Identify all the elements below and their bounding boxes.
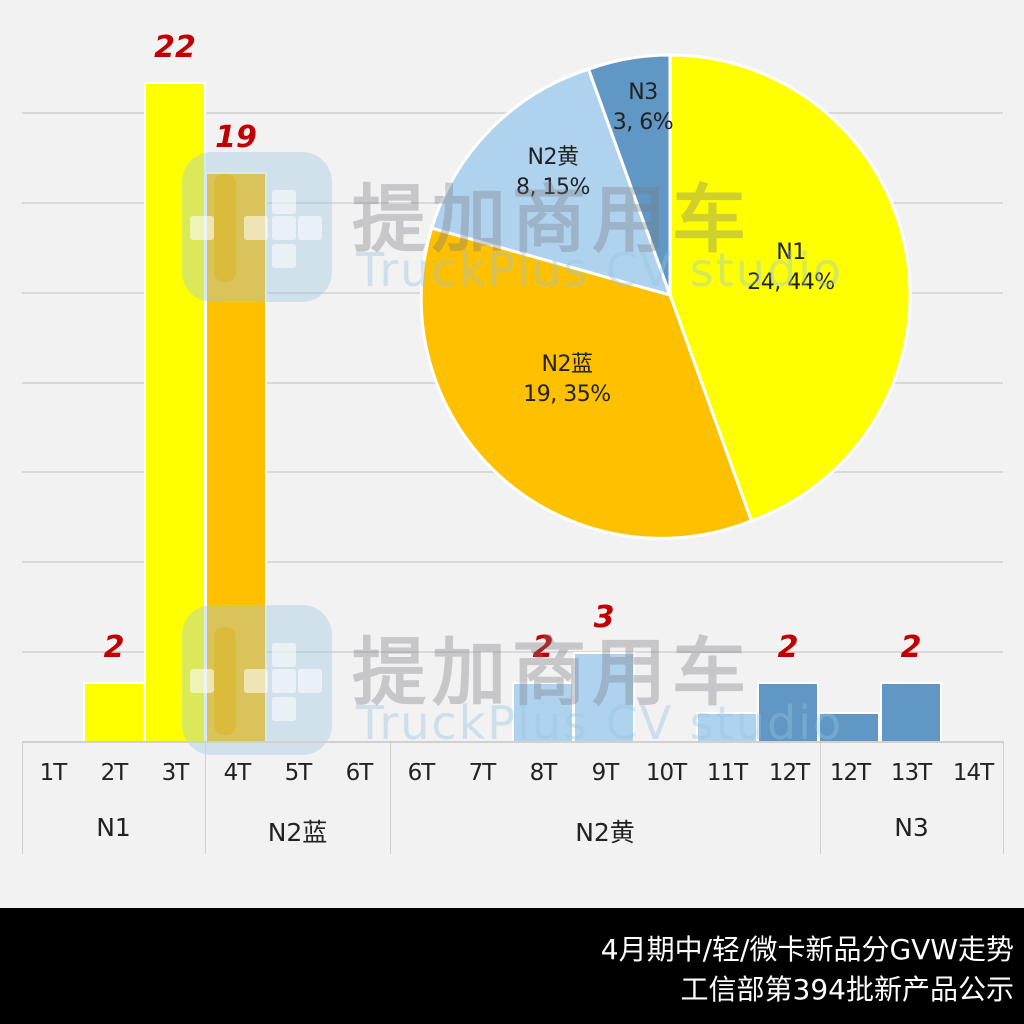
axis-divider bbox=[390, 741, 391, 854]
footer-caption-bar: 4月期中/轻/微卡新品分GVW走势 工信部第394批新产品公示 bbox=[0, 908, 1024, 1024]
pie-label-value: 24, 44% bbox=[747, 270, 835, 295]
x-tick-label: 2T bbox=[100, 760, 129, 786]
x-axis bbox=[22, 741, 1003, 743]
bar-n1-2t bbox=[83, 682, 145, 742]
chart-area: 2 22 19 2 3 2 2 N1 24, 44% N2蓝 19, 35% N… bbox=[22, 30, 1004, 854]
watermark-text-en: TruckPlus CV studio bbox=[356, 243, 844, 297]
bar-n2y-9t bbox=[573, 652, 635, 742]
caption-line-2: 工信部第394批新产品公示 bbox=[680, 973, 1014, 1006]
value-label: 2 bbox=[532, 630, 554, 665]
axis-divider bbox=[22, 741, 23, 854]
bar-n3-13t bbox=[880, 682, 942, 742]
bar-n2b-4t bbox=[205, 172, 267, 742]
pie-slice-n1 bbox=[668, 53, 912, 523]
pie-label-name: N2黄 bbox=[527, 145, 579, 170]
x-tick-label: 10T bbox=[645, 760, 687, 786]
x-tick-label: 6T bbox=[345, 760, 374, 786]
x-tick-label: 8T bbox=[529, 760, 558, 786]
watermark-logo-icon bbox=[182, 152, 332, 302]
watermark-text-cn: 提加商用车 bbox=[352, 630, 752, 716]
value-label: 3 bbox=[593, 600, 615, 635]
gridline bbox=[22, 561, 1003, 563]
group-label-n3: N3 bbox=[894, 813, 929, 842]
group-label-n2-yellow: N2黄 bbox=[575, 818, 635, 847]
pie-label-n3: N3 3, 6% bbox=[612, 78, 674, 138]
caption-line-1: 4月期中/轻/微卡新品分GVW走势 bbox=[600, 933, 1014, 966]
pie-slice-n2-yellow bbox=[429, 67, 673, 298]
bar-n1-3t bbox=[144, 82, 206, 742]
x-tick-label: 7T bbox=[468, 760, 497, 786]
value-label: 2 bbox=[900, 630, 922, 665]
x-tick-label: 4T bbox=[223, 760, 252, 786]
pie-label-n2-blue: N2蓝 19, 35% bbox=[523, 350, 611, 410]
value-label: 22 bbox=[154, 30, 196, 65]
x-tick-label: 3T bbox=[161, 760, 190, 786]
value-label: 2 bbox=[777, 630, 799, 665]
x-tick-label: 12T bbox=[768, 760, 810, 786]
bar-n3-12t bbox=[818, 712, 880, 742]
x-tick-label: 5T bbox=[284, 760, 313, 786]
watermark-text-cn: 提加商用车 bbox=[352, 177, 752, 263]
gridline bbox=[22, 651, 1003, 653]
pie-label-value: 19, 35% bbox=[523, 382, 611, 407]
x-tick-label: 14T bbox=[952, 760, 994, 786]
x-tick-label: 11T bbox=[706, 760, 748, 786]
value-label: 2 bbox=[103, 630, 125, 665]
pie-chart bbox=[420, 53, 912, 540]
axis-divider bbox=[1003, 741, 1004, 854]
group-label-n2-blue: N2蓝 bbox=[267, 818, 328, 847]
pie-label-name: N3 bbox=[628, 80, 658, 105]
pie-label-name: N2蓝 bbox=[541, 352, 593, 377]
x-tick-label: 1T bbox=[39, 760, 68, 786]
pie-label-value: 3, 6% bbox=[612, 110, 674, 135]
watermark-logo-icon bbox=[182, 605, 332, 755]
x-tick-label: 13T bbox=[890, 760, 932, 786]
group-label-n1: N1 bbox=[96, 813, 131, 842]
x-tick-label: 12T bbox=[829, 760, 871, 786]
pie-slice-n2-blue bbox=[420, 226, 754, 540]
pie-label-value: 8, 15% bbox=[516, 175, 590, 200]
pie-label-n2-yellow: N2黄 8, 15% bbox=[516, 143, 590, 203]
pie-slice-n3 bbox=[586, 53, 672, 296]
value-label: 19 bbox=[215, 120, 257, 155]
pie-label-name: N1 bbox=[776, 240, 806, 265]
axis-divider bbox=[205, 741, 206, 854]
x-tick-label: 9T bbox=[591, 760, 620, 786]
pie-label-n1: N1 24, 44% bbox=[747, 238, 835, 298]
x-tick-label: 6T bbox=[407, 760, 436, 786]
axis-divider bbox=[820, 741, 821, 854]
bar-n2y-12t bbox=[757, 682, 819, 742]
